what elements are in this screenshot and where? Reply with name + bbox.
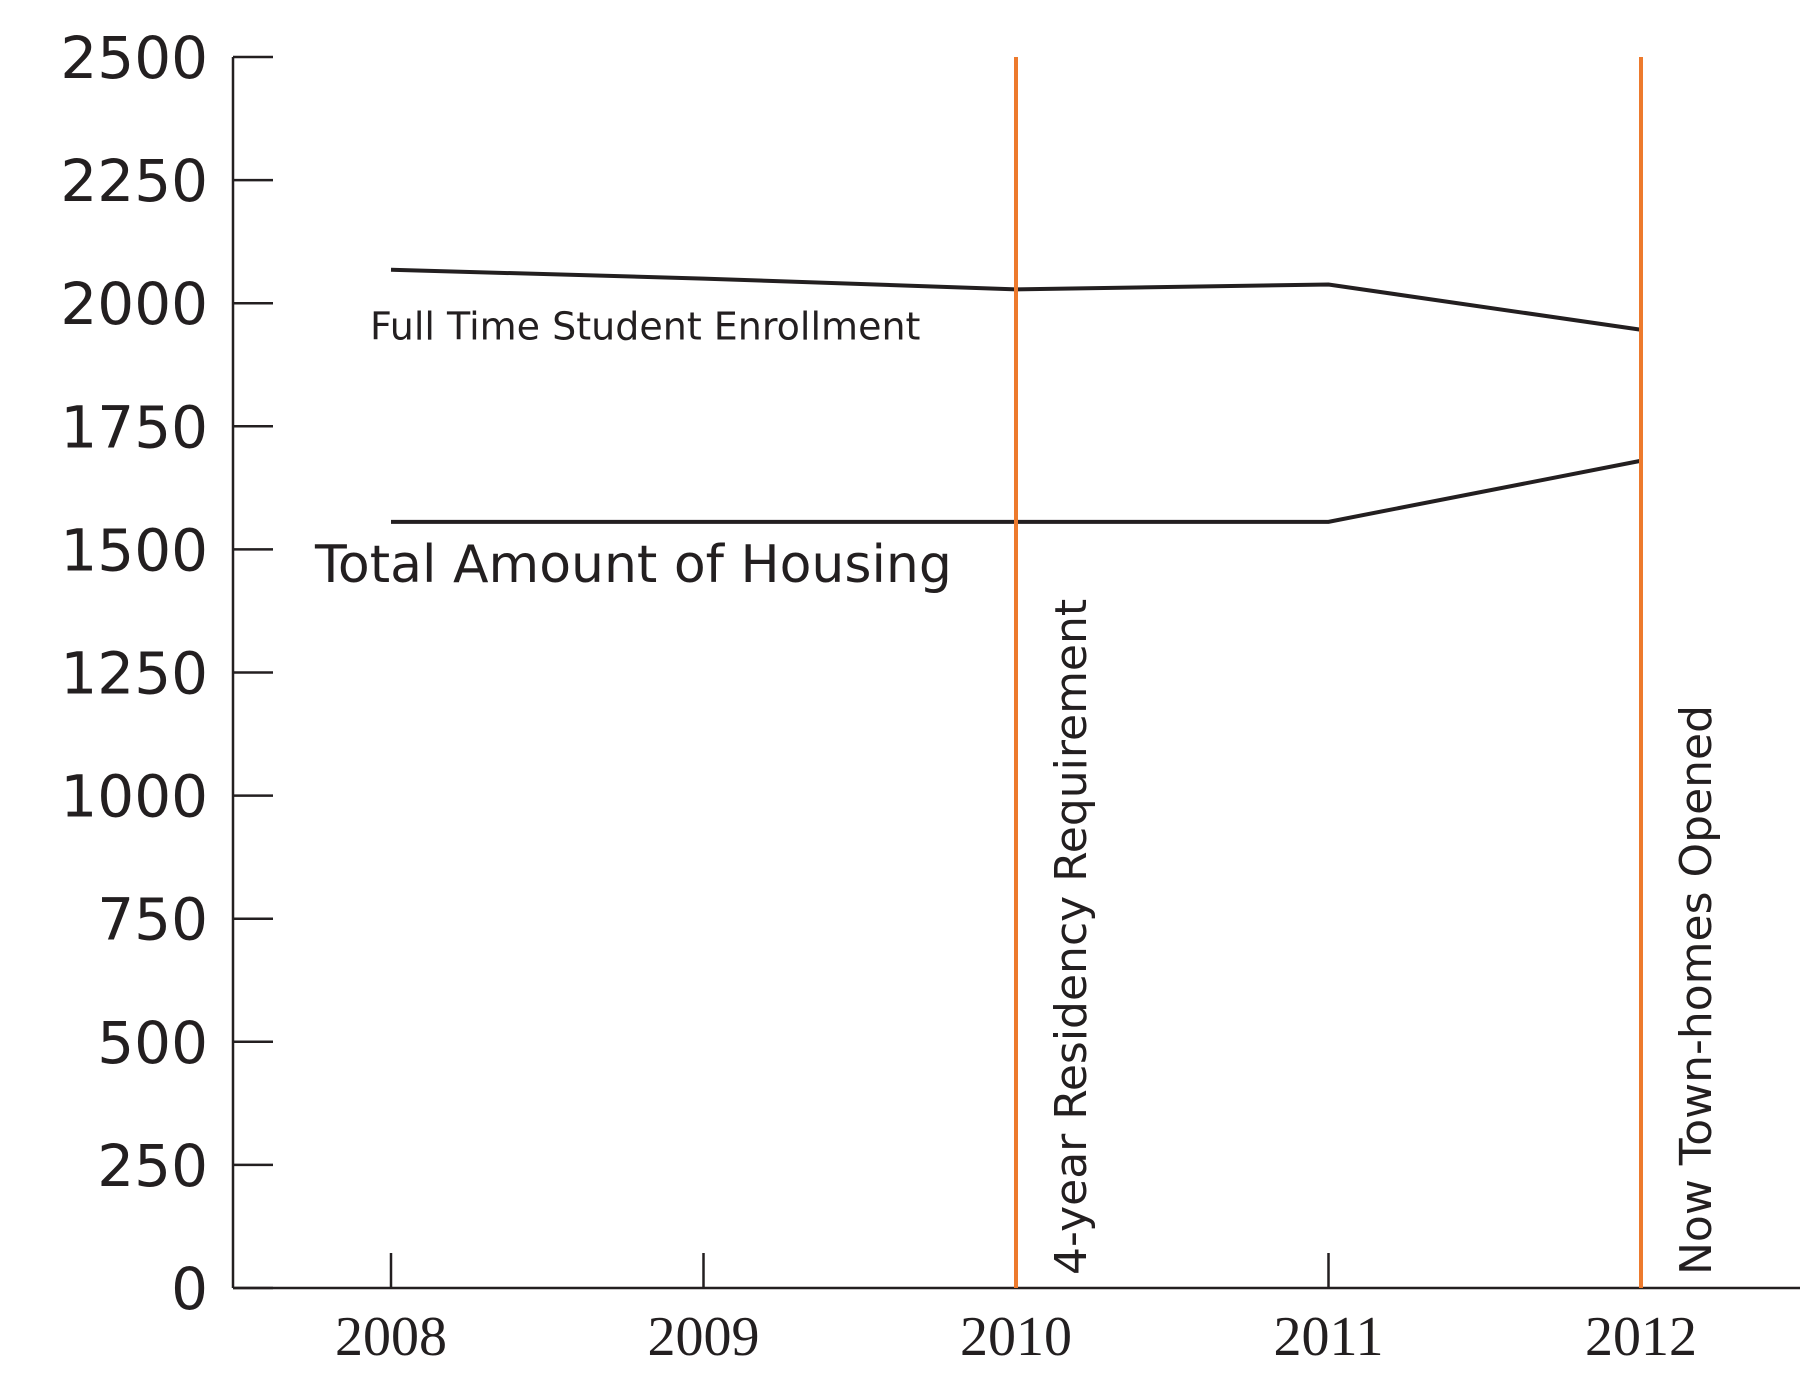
y-tick-label: 1500 bbox=[60, 516, 208, 584]
y-tick-label: 1000 bbox=[60, 763, 208, 831]
y-tick-label: 2000 bbox=[60, 270, 208, 338]
event-label: 4-year Residency Requirement bbox=[1046, 599, 1097, 1275]
y-tick-label: 750 bbox=[97, 886, 208, 954]
y-tick-label: 1250 bbox=[60, 640, 208, 708]
y-tick-label: 0 bbox=[171, 1255, 208, 1323]
y-axis: 0 250 500 750 1000 1250 1500 1750 2000 2250 2500 bbox=[60, 24, 273, 1323]
x-tick-label: 2012 bbox=[1585, 1306, 1697, 1368]
event-annotations: 4-year Residency Requirement Now Town-hom… bbox=[1014, 57, 1722, 1288]
series-label: Full Time Student Enrollment bbox=[370, 305, 920, 349]
event-label: Now Town-homes Opened bbox=[1671, 705, 1722, 1275]
y-tick-label: 2250 bbox=[60, 147, 208, 215]
x-tick-label: 2010 bbox=[960, 1306, 1072, 1368]
x-tick-label: 2011 bbox=[1274, 1306, 1384, 1368]
y-tick-label: 250 bbox=[97, 1132, 208, 1200]
y-ticks: 0 250 500 750 1000 1250 1500 1750 2000 2250 2500 bbox=[60, 24, 273, 1323]
y-tick-label: 500 bbox=[97, 1009, 208, 1077]
series-label: Total Amount of Housing bbox=[314, 535, 952, 595]
series-lines: Full Time Student Enrollment Total Amount… bbox=[314, 267, 1642, 595]
y-tick-label: 1750 bbox=[60, 393, 208, 461]
y-tick-label: 2500 bbox=[60, 24, 208, 92]
x-tick-label: 2009 bbox=[648, 1306, 760, 1368]
x-tick-label: 2008 bbox=[335, 1306, 447, 1368]
x-ticks: 2008 2009 2010 2011 2012 bbox=[335, 1253, 1697, 1368]
